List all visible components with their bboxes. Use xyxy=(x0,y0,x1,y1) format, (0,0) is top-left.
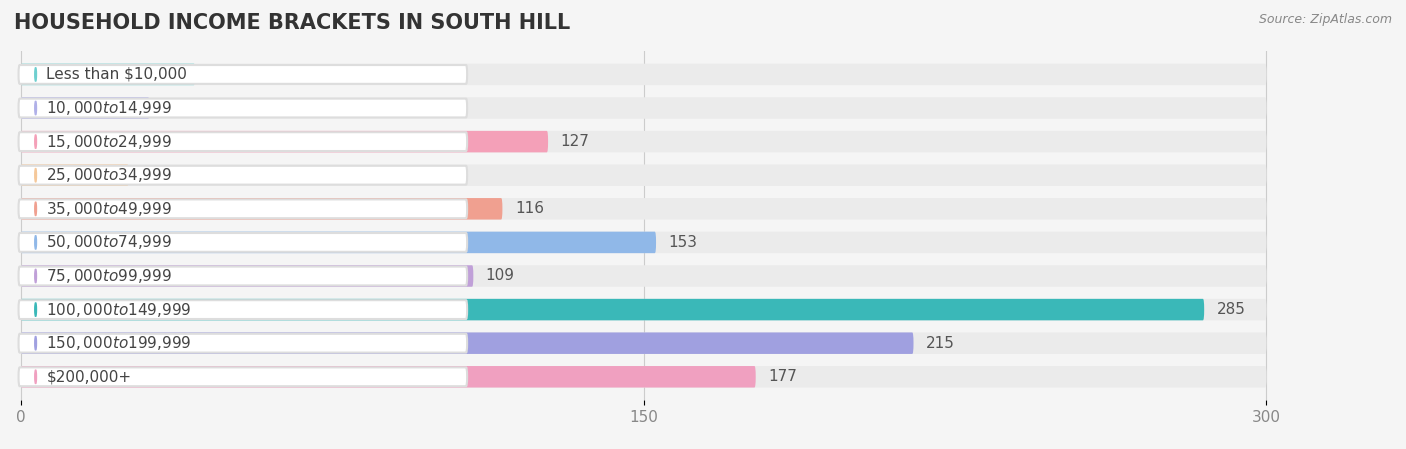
FancyBboxPatch shape xyxy=(21,198,502,220)
Text: 215: 215 xyxy=(927,336,955,351)
FancyBboxPatch shape xyxy=(21,97,1267,119)
Circle shape xyxy=(35,269,37,283)
FancyBboxPatch shape xyxy=(18,132,467,151)
Circle shape xyxy=(35,168,37,182)
Text: $10,000 to $14,999: $10,000 to $14,999 xyxy=(46,99,173,117)
FancyBboxPatch shape xyxy=(21,265,474,287)
FancyBboxPatch shape xyxy=(18,166,467,185)
Text: $100,000 to $149,999: $100,000 to $149,999 xyxy=(46,300,191,319)
FancyBboxPatch shape xyxy=(21,332,1267,354)
Circle shape xyxy=(35,336,37,350)
FancyBboxPatch shape xyxy=(21,164,129,186)
Text: $25,000 to $34,999: $25,000 to $34,999 xyxy=(46,166,173,184)
FancyBboxPatch shape xyxy=(18,334,467,352)
FancyBboxPatch shape xyxy=(18,267,467,286)
Circle shape xyxy=(35,236,37,249)
FancyBboxPatch shape xyxy=(21,299,1267,320)
FancyBboxPatch shape xyxy=(21,198,1267,220)
Text: $75,000 to $99,999: $75,000 to $99,999 xyxy=(46,267,173,285)
FancyBboxPatch shape xyxy=(21,64,195,85)
Text: $15,000 to $24,999: $15,000 to $24,999 xyxy=(46,132,173,150)
FancyBboxPatch shape xyxy=(18,99,467,118)
FancyBboxPatch shape xyxy=(21,366,755,387)
Text: Less than $10,000: Less than $10,000 xyxy=(46,67,187,82)
FancyBboxPatch shape xyxy=(21,232,1267,253)
FancyBboxPatch shape xyxy=(21,332,914,354)
Circle shape xyxy=(35,303,37,317)
Text: 285: 285 xyxy=(1216,302,1246,317)
FancyBboxPatch shape xyxy=(21,97,149,119)
Text: $150,000 to $199,999: $150,000 to $199,999 xyxy=(46,334,191,352)
FancyBboxPatch shape xyxy=(21,299,1204,320)
Circle shape xyxy=(35,101,37,115)
Text: 109: 109 xyxy=(485,269,515,283)
Circle shape xyxy=(35,67,37,81)
Text: $50,000 to $74,999: $50,000 to $74,999 xyxy=(46,233,173,251)
FancyBboxPatch shape xyxy=(21,131,1267,152)
Circle shape xyxy=(35,202,37,216)
FancyBboxPatch shape xyxy=(21,265,1267,287)
Text: Source: ZipAtlas.com: Source: ZipAtlas.com xyxy=(1258,13,1392,26)
FancyBboxPatch shape xyxy=(18,199,467,218)
FancyBboxPatch shape xyxy=(18,367,467,386)
Circle shape xyxy=(35,370,37,384)
FancyBboxPatch shape xyxy=(21,164,1267,186)
Text: 153: 153 xyxy=(668,235,697,250)
Text: 127: 127 xyxy=(561,134,589,149)
FancyBboxPatch shape xyxy=(18,65,467,84)
Text: 31: 31 xyxy=(162,101,181,115)
Text: HOUSEHOLD INCOME BRACKETS IN SOUTH HILL: HOUSEHOLD INCOME BRACKETS IN SOUTH HILL xyxy=(14,13,571,34)
FancyBboxPatch shape xyxy=(21,366,1267,387)
Text: $200,000+: $200,000+ xyxy=(46,369,132,384)
FancyBboxPatch shape xyxy=(21,131,548,152)
FancyBboxPatch shape xyxy=(21,64,1267,85)
Text: 26: 26 xyxy=(141,168,160,183)
Text: $35,000 to $49,999: $35,000 to $49,999 xyxy=(46,200,173,218)
FancyBboxPatch shape xyxy=(18,233,467,252)
FancyBboxPatch shape xyxy=(18,300,467,319)
FancyBboxPatch shape xyxy=(21,232,657,253)
Text: 177: 177 xyxy=(768,369,797,384)
Circle shape xyxy=(35,135,37,149)
Text: 116: 116 xyxy=(515,201,544,216)
Text: 42: 42 xyxy=(208,67,226,82)
